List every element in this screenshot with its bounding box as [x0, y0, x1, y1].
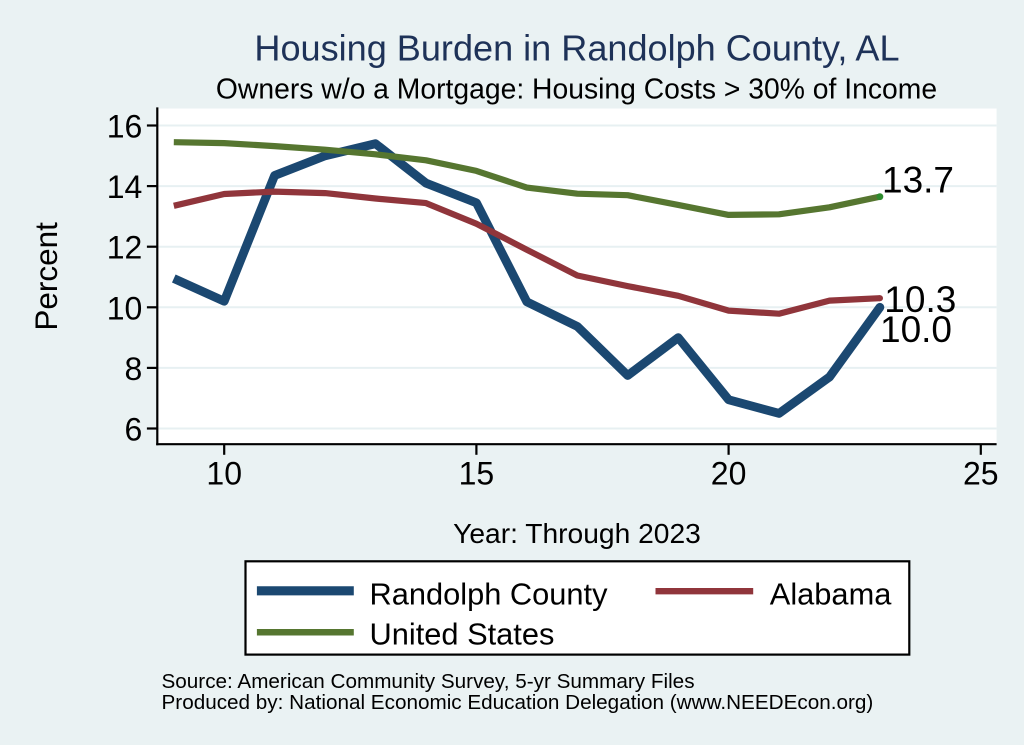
svg-text:Source: American Community Sur: Source: American Community Survey, 5-yr …	[162, 670, 695, 693]
svg-text:15: 15	[459, 456, 495, 492]
svg-text:16: 16	[107, 109, 143, 145]
svg-text:14: 14	[107, 169, 143, 205]
svg-text:12: 12	[107, 230, 143, 266]
svg-text:6: 6	[125, 412, 143, 448]
svg-text:10.3: 10.3	[884, 279, 956, 320]
svg-text:20: 20	[711, 456, 747, 492]
svg-text:8: 8	[125, 351, 143, 387]
svg-text:United States: United States	[370, 617, 555, 652]
svg-text:Alabama: Alabama	[770, 577, 892, 612]
svg-text:Randolph County: Randolph County	[370, 577, 609, 612]
svg-text:10: 10	[206, 456, 242, 492]
svg-text:Produced by: National Economic: Produced by: National Economic Education…	[162, 691, 874, 714]
svg-text:Year: Through 2023: Year: Through 2023	[453, 517, 701, 549]
svg-text:Percent: Percent	[28, 222, 64, 331]
svg-text:10.0: 10.0	[880, 309, 952, 350]
svg-text:25: 25	[963, 456, 999, 492]
svg-text:Owners w/o a Mortgage: Housing: Owners w/o a Mortgage: Housing Costs > 3…	[216, 72, 937, 104]
svg-text:13.7: 13.7	[882, 160, 954, 201]
svg-text:Housing Burden in Randolph Cou: Housing Burden in Randolph County, AL	[254, 28, 899, 69]
svg-text:10: 10	[107, 290, 143, 326]
